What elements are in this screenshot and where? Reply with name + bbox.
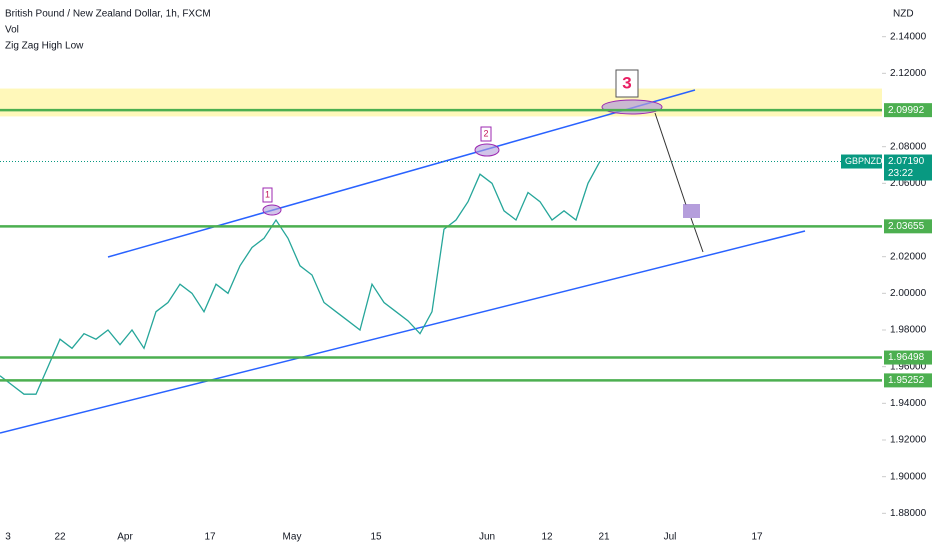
supply-zone	[0, 88, 882, 117]
wave-label: 1	[265, 189, 270, 199]
pivot-marker	[601, 99, 663, 115]
y-tick-label: 2.06000	[890, 178, 927, 189]
arrow	[690, 217, 704, 253]
price-tag	[884, 103, 932, 118]
pivot-marker	[474, 143, 500, 157]
x-tick-label: 12	[541, 532, 553, 543]
y-tick-label: 1.96000	[890, 361, 927, 372]
wave-label: 3	[622, 73, 631, 92]
price-tag-label: 2.09992	[888, 105, 925, 116]
indicator: Vol	[5, 25, 19, 36]
symbol-tag	[841, 154, 882, 169]
y-tick-label: 1.98000	[890, 325, 927, 336]
wave-label: 2	[483, 128, 488, 138]
x-tick-label: 17	[751, 532, 763, 543]
x-tick-label: 21	[598, 532, 610, 543]
currency-label: NZD	[893, 9, 914, 20]
price-tag	[884, 219, 932, 234]
y-tick-label: 2.14000	[890, 31, 927, 42]
y-tick-label: 2.08000	[890, 141, 927, 152]
y-tick-label: 1.90000	[890, 471, 927, 482]
trend-line	[0, 230, 806, 434]
symbol-title: British Pound / New Zealand Dollar, 1h, …	[5, 9, 211, 20]
x-tick-label: 17	[204, 532, 216, 543]
price-tag	[884, 350, 932, 365]
indicator: Zig Zag High Low	[5, 41, 84, 52]
y-tick-label: 2.12000	[890, 68, 927, 79]
countdown: 23:22	[888, 168, 913, 179]
price-tag	[884, 373, 932, 388]
x-tick-label: May	[283, 532, 302, 543]
x-tick-label: 3	[5, 532, 11, 543]
y-tick-label: 2.00000	[890, 288, 927, 299]
price-tag-label: 1.95252	[888, 375, 925, 386]
price-tag	[884, 154, 932, 181]
trend-line	[107, 89, 696, 258]
price-tag-label: 2.07190	[888, 156, 925, 167]
y-tick-label: 1.92000	[890, 435, 927, 446]
x-tick-label: 22	[54, 532, 66, 543]
target-box	[683, 204, 700, 218]
wave-label-box	[480, 126, 492, 142]
x-tick-label: Jun	[479, 532, 495, 543]
arrow	[654, 112, 687, 206]
price-line	[0, 160, 601, 395]
wave-label-box	[615, 69, 639, 98]
price-tag-label: 1.96498	[888, 352, 925, 363]
price-tag-label: 2.03655	[888, 221, 925, 232]
y-tick-label: 2.02000	[890, 251, 927, 262]
wave-label-box	[262, 187, 273, 203]
y-tick-label: 1.94000	[890, 398, 927, 409]
symbol-tag-label: GBPNZD	[845, 156, 883, 166]
x-tick-label: Apr	[117, 532, 133, 543]
y-tick-label: 1.88000	[890, 508, 927, 519]
pivot-marker	[262, 204, 282, 216]
x-tick-label: 15	[370, 532, 382, 543]
x-tick-label: Jul	[664, 532, 677, 543]
